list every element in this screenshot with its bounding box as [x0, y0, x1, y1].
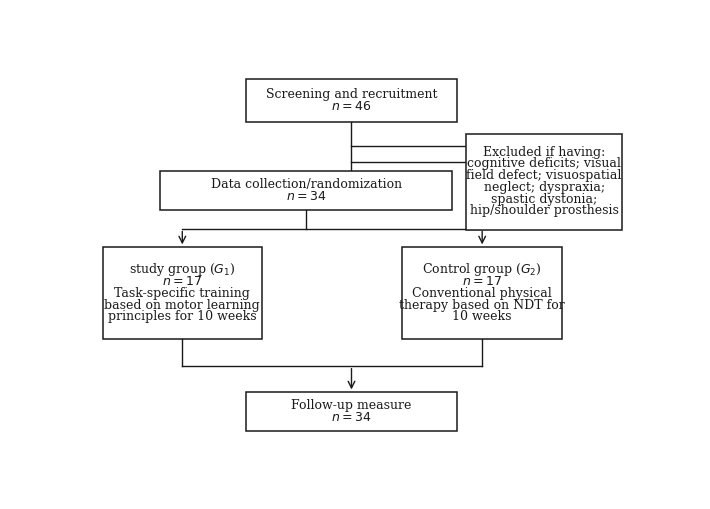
Text: spastic dystonia;: spastic dystonia;	[491, 193, 597, 206]
Text: Excluded if having:: Excluded if having:	[483, 146, 605, 159]
Bar	[246, 79, 457, 122]
Text: Task-specific training: Task-specific training	[114, 287, 250, 300]
Text: hip/shoulder prosthesis: hip/shoulder prosthesis	[469, 205, 618, 217]
Text: Data collection/randomization: Data collection/randomization	[211, 178, 402, 191]
Text: Screening and recruitment: Screening and recruitment	[266, 88, 437, 101]
Text: $n = 34$: $n = 34$	[286, 190, 327, 203]
Bar	[102, 247, 262, 340]
Bar	[246, 392, 457, 432]
Text: $n = 46$: $n = 46$	[332, 100, 371, 112]
Bar	[403, 247, 562, 340]
Text: therapy based on NDT for: therapy based on NDT for	[399, 299, 565, 312]
Text: field defect; visuospatial: field defect; visuospatial	[466, 169, 622, 182]
Text: study group ($G_1$): study group ($G_1$)	[129, 261, 236, 278]
Text: $n = 34$: $n = 34$	[332, 411, 372, 424]
Text: Control group ($G_2$): Control group ($G_2$)	[422, 261, 542, 278]
Text: based on motor learning: based on motor learning	[104, 299, 260, 312]
Text: Follow-up measure: Follow-up measure	[291, 400, 412, 412]
Text: $n = 17$: $n = 17$	[462, 275, 502, 288]
Bar	[466, 133, 623, 230]
Text: principles for 10 weeks: principles for 10 weeks	[108, 310, 256, 323]
Text: 10 weeks: 10 weeks	[452, 310, 512, 323]
Bar	[160, 171, 452, 210]
Text: cognitive deficits; visual: cognitive deficits; visual	[467, 157, 621, 171]
Text: neglect; dyspraxia;: neglect; dyspraxia;	[484, 181, 605, 194]
Text: Conventional physical: Conventional physical	[413, 287, 552, 300]
Text: $n = 17$: $n = 17$	[163, 275, 202, 288]
